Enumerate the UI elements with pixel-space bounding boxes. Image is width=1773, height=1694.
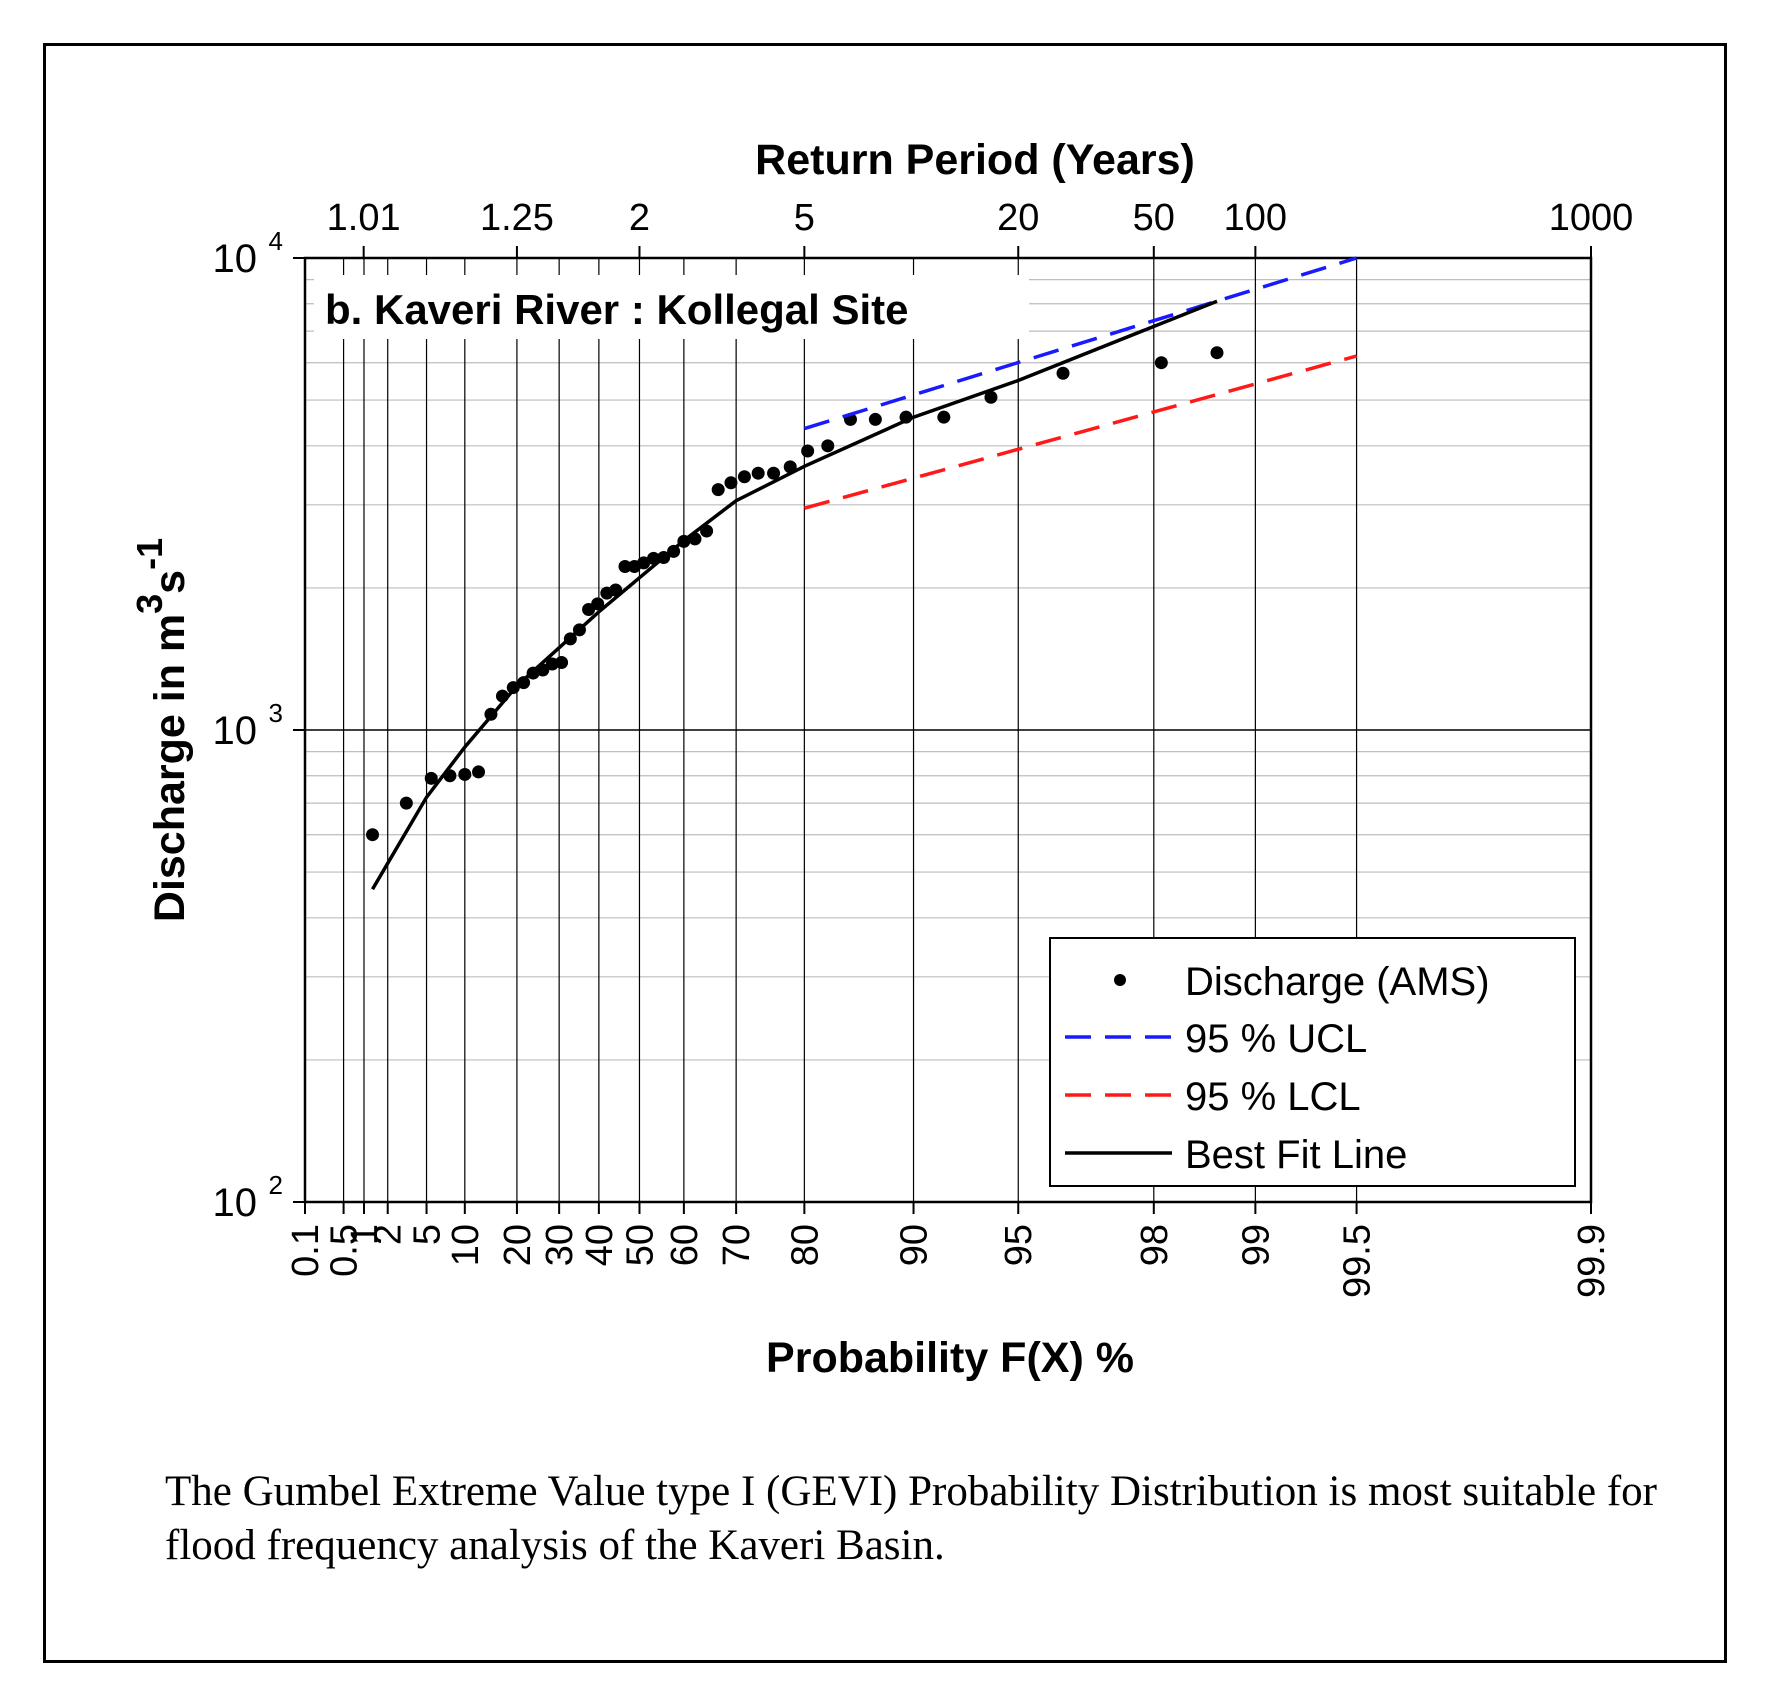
legend-label-discharge: Discharge (AMS) (1185, 960, 1490, 1004)
discharge-point (737, 470, 751, 484)
discharge-point (1056, 366, 1070, 380)
legend: Discharge (AMS) 95 % UCL 95 % LCL Best F… (1049, 937, 1576, 1187)
x-tick-label: 80 (784, 1224, 826, 1266)
figure-caption: The Gumbel Extreme Value type I (GEVI) P… (165, 1468, 1657, 1569)
y-tick-label: 10 (213, 237, 258, 281)
top-tick-label: 2 (629, 197, 650, 239)
top-tick-label: 1000 (1549, 197, 1634, 239)
discharge-point (424, 771, 438, 785)
x-tick-label: 0.5 (324, 1224, 366, 1277)
x-tick-label: 2 (368, 1224, 410, 1245)
x-tick-label: 90 (894, 1224, 936, 1266)
discharge-point (801, 444, 815, 458)
y-tick-exponent: 3 (269, 698, 283, 728)
discharge-point (637, 556, 651, 570)
discharge-point (591, 597, 605, 611)
y-tick-label: 10 (213, 1181, 258, 1225)
y-tick-labels: 10 2 10 3 10 4 (213, 226, 305, 1225)
legend-label-ucl: 95 % UCL (1185, 1017, 1367, 1061)
y-axis-label-base: Discharge in m (146, 614, 194, 922)
best-fit-line (370, 299, 1218, 891)
y-tick-label: 10 (213, 709, 258, 753)
discharge-point (984, 390, 998, 404)
y-axis-label-sup1: 3 (129, 594, 170, 614)
top-tick-label: 1.01 (327, 197, 401, 239)
discharge-point (472, 765, 486, 779)
discharge-point (1210, 346, 1224, 360)
top-tick-label: 50 (1133, 197, 1175, 239)
y-tick-exponent: 2 (269, 1170, 283, 1200)
x-tick-label: 5 (407, 1224, 449, 1245)
y-axis-label-sup2: -1 (129, 538, 170, 570)
x-tick-label: 50 (619, 1224, 661, 1266)
title-background (314, 275, 1029, 339)
x-tick-label: 98 (1134, 1224, 1176, 1266)
discharge-point (724, 476, 738, 490)
x-tick-label: 99.5 (1337, 1224, 1379, 1298)
discharge-point (711, 483, 725, 497)
x-tick-label: 70 (716, 1224, 758, 1266)
y-tick-exponent: 4 (269, 226, 283, 256)
discharge-point (399, 796, 413, 810)
top-tick-label: 1.25 (480, 197, 554, 239)
legend-label-lcl: 95 % LCL (1185, 1075, 1361, 1119)
x-tick-label: 20 (497, 1224, 539, 1266)
top-tick-label: 100 (1224, 197, 1287, 239)
ucl-line (803, 256, 1358, 431)
y-axis-label-mid: s (146, 570, 194, 594)
y-axis-label: Discharge in m3s-1 (129, 538, 194, 922)
x-tick-label: 60 (664, 1224, 706, 1266)
discharge-point (618, 560, 632, 574)
discharge-point (366, 828, 380, 842)
legend-marker-discharge (1114, 974, 1126, 986)
top-tick-label: 5 (794, 197, 815, 239)
discharge-point (1154, 356, 1168, 370)
chart-title: b. Kaveri River : Kollegal Site (325, 286, 909, 333)
series-layer (366, 256, 1358, 891)
figure-frame (43, 43, 1727, 1663)
x-tick-label: 99.9 (1571, 1224, 1613, 1298)
discharge-point (937, 410, 951, 424)
x-tick-label: 95 (998, 1224, 1040, 1266)
discharge-point (751, 466, 765, 480)
x-tick-label: 99 (1235, 1224, 1277, 1266)
discharge-point (458, 767, 472, 781)
x-tick-label: 1 (344, 1224, 386, 1245)
legend-box (1049, 937, 1576, 1187)
x-tick-label: 10 (445, 1224, 487, 1266)
top-tick-label: 20 (997, 197, 1039, 239)
discharge-point (821, 439, 835, 453)
x-tick-label: 40 (579, 1224, 621, 1266)
top-axis-label: Return Period (Years) (755, 136, 1195, 184)
discharge-point (555, 655, 569, 669)
top-tick-labels: 1.01 1.25 2 5 20 50 100 1000 (327, 197, 1634, 258)
x-tick-label: 0.1 (285, 1224, 327, 1277)
discharge-point (868, 412, 882, 426)
legend-label-bestfit: Best Fit Line (1185, 1133, 1407, 1177)
discharge-point (517, 676, 531, 690)
x-tick-label: 30 (539, 1224, 581, 1266)
lcl-line (803, 354, 1358, 510)
discharge-point (767, 466, 781, 480)
x-axis-label: Probability F(X) % (766, 1334, 1134, 1382)
